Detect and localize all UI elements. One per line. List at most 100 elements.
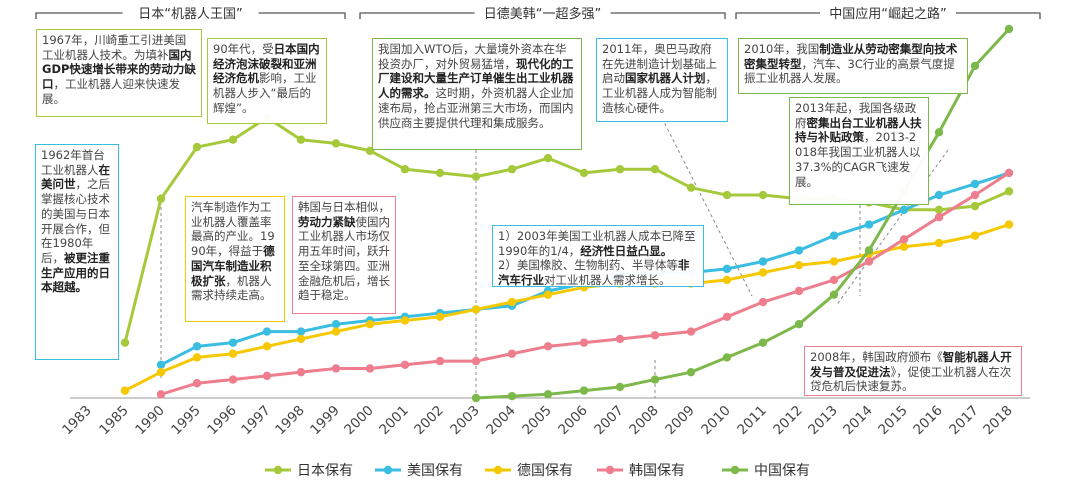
x-tick-label: 2004	[483, 403, 519, 439]
annotation-box: 1）2003年美国工业机器人成本已降至1990年的1/4，经济性日益凸显。 2）美…	[492, 225, 704, 287]
annotation-text: 影响，工业机器人步入“最后的辉煌”。	[213, 71, 317, 115]
x-tick-label: 2005	[519, 403, 555, 439]
data-point	[471, 356, 481, 366]
legend-item-china: 中国保有	[722, 463, 810, 479]
x-tick-label: 1998	[272, 403, 308, 439]
annotation-text: 这时期，外资机器人企业加速布局，抢占亚洲第三大市场，而国内供应商主要提供代理和集…	[378, 86, 574, 130]
data-point	[864, 220, 874, 229]
legend-swatch-marker	[273, 465, 283, 475]
data-point	[262, 327, 272, 336]
annotation-text: 》，促使工业机器人在次贷危机后快速复苏。	[810, 364, 1012, 394]
annotation-text: 对工业机器人需求增长。	[544, 273, 671, 288]
x-tick-label: 2013	[805, 403, 841, 439]
annotation-text: 韩国与日本相似，	[298, 200, 390, 214]
x-tick-label: 2001	[376, 403, 412, 439]
data-point	[262, 342, 272, 351]
legend-label: 韩国保有	[629, 463, 685, 479]
data-point	[829, 275, 839, 285]
data-point	[579, 386, 589, 395]
data-point	[192, 353, 202, 362]
x-tick-label: 2011	[734, 403, 770, 439]
annotation-box: 2010年，我国制造业从劳动密集型向技术密集型转型，汽车、3C行业的高景气度提振…	[738, 38, 968, 94]
data-point	[650, 165, 660, 174]
data-point	[507, 165, 517, 174]
data-point	[970, 179, 980, 189]
annotation-emphasis: 智能机器人开发与普及促进法	[810, 350, 1012, 379]
legend-item-japan: 日本保有	[265, 463, 353, 479]
annotation-text: ，之后掌握核心技术的美国与日本开展合作，但在1980年后，	[41, 177, 110, 266]
x-tick-label: 1995	[168, 403, 204, 439]
data-point	[400, 165, 410, 174]
data-point	[507, 297, 517, 307]
data-point	[296, 135, 306, 144]
data-point	[400, 360, 410, 369]
era-title: 日本“机器人王国”	[138, 7, 242, 22]
legend-label: 美国保有	[407, 463, 463, 479]
annotation-box: 我国加入WTO后，大量境外资本在华投资办厂，对外贸易猛增，现代化的工厂建设和大量…	[372, 38, 582, 150]
data-point	[507, 391, 517, 401]
data-point	[934, 212, 944, 222]
data-point	[471, 305, 481, 314]
x-tick-label: 1997	[238, 403, 274, 439]
data-point	[435, 356, 445, 366]
annotation-emphasis: 制造业从劳动密集型向技术密集型转型	[744, 42, 958, 71]
annotation-text: 汽车制造作为工业机器人覆盖率最高的产业。1990年，得益于	[191, 200, 275, 259]
annotation-box: 汽车制造作为工业机器人覆盖率最高的产业。1990年，得益于德国汽车制造业积极扩张…	[185, 196, 285, 322]
data-point	[435, 312, 445, 322]
data-point	[156, 367, 166, 377]
annotation-text: 我国加入WTO后，大量境外资本在华投资办厂，对外贸易猛增，	[378, 42, 567, 71]
annotation-text: ，工业机器人迎来快速发展。	[42, 77, 180, 106]
annotation-box: 韩国与日本相似，劳动力紧缺使国内工业机器人市场仅用五年时间，跃升至全球第四。亚洲…	[292, 196, 396, 314]
x-tick-label: 1990	[132, 403, 168, 439]
data-point	[156, 194, 166, 203]
data-point	[192, 342, 202, 351]
x-tick-label: 2009	[662, 403, 698, 439]
annotation-text: 2）美国橡胶、生物制药、半导体等	[498, 258, 678, 273]
legend-label: 德国保有	[517, 463, 573, 479]
series-line	[124, 223, 1010, 392]
legend-label: 中国保有	[754, 463, 810, 479]
annotation-box: 1967年，川崎重工引进美国工业机器人技术。为填补国内GDP快速增长带来的劳动力…	[36, 29, 202, 117]
data-point	[686, 183, 696, 192]
data-point	[758, 190, 768, 200]
legend: 日本保有 美国保有 德国保有 韩国保有 中国保有	[265, 463, 810, 479]
annotation-text: 90年代，受	[213, 42, 274, 56]
data-point	[722, 353, 732, 362]
data-point	[1004, 187, 1014, 196]
x-tick-label: 1999	[307, 403, 343, 439]
data-point	[650, 375, 660, 384]
data-point	[615, 382, 625, 392]
annotation-emphasis: 国内GDP快速增长带来的劳动力缺口	[42, 47, 196, 92]
data-point	[331, 320, 341, 329]
data-point	[120, 338, 130, 347]
data-point	[228, 375, 238, 384]
data-point	[365, 364, 375, 373]
series-korea	[156, 168, 1014, 399]
data-point	[331, 364, 341, 373]
era-bracket-line	[735, 12, 1041, 19]
data-point	[435, 168, 445, 178]
data-point	[899, 205, 909, 215]
data-point	[615, 334, 625, 344]
data-point	[934, 128, 944, 137]
annotation-text: 2010年，我国	[744, 42, 820, 56]
annotation-emphasis: 国家机器人计划	[625, 71, 706, 86]
annotation-emphasis: 在美问世	[41, 162, 110, 192]
data-point	[650, 331, 660, 340]
x-tick-label: 1996	[204, 403, 240, 439]
data-point	[686, 367, 696, 377]
annotation-text: 2008年，韩国政府颁布《	[810, 350, 943, 364]
data-point	[296, 367, 306, 377]
data-point	[365, 320, 375, 329]
data-point	[1004, 24, 1014, 34]
legend-swatch-marker	[383, 465, 393, 475]
data-point	[543, 342, 553, 351]
data-point	[471, 393, 481, 403]
era-title: 中国应用“崛起之路”	[829, 6, 946, 22]
data-point	[829, 257, 839, 266]
data-point	[543, 390, 553, 399]
era-bracket-2: 日德美韩“一超多强”	[359, 6, 726, 22]
x-tick-label: 2003	[447, 403, 483, 439]
data-point	[120, 386, 130, 395]
x-tick-label: 2002	[411, 403, 447, 439]
